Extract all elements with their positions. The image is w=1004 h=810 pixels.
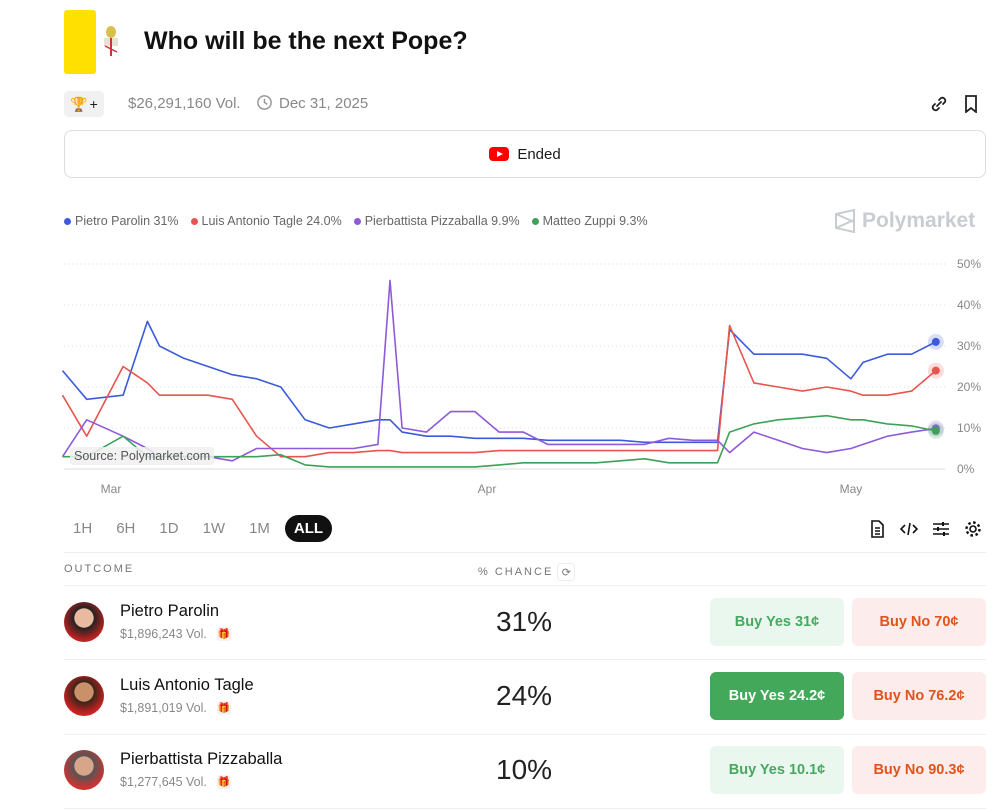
outcome-volume: $1,891,019 Vol. [120, 701, 207, 715]
gift-icon[interactable]: 🎁 [216, 627, 231, 641]
y-tick-label: 20% [957, 380, 981, 394]
outcome-name: Pierbattista Pizzaballa [120, 750, 283, 768]
series-line-pietro-parolin [61, 320, 937, 444]
range-1w[interactable]: 1W [202, 520, 226, 537]
legend-item: Luis Antonio Tagle 24.0% [190, 214, 342, 228]
divider [64, 585, 986, 586]
link-icon[interactable] [930, 95, 948, 113]
series-end-point [931, 366, 940, 375]
buy-yes-button[interactable]: Buy Yes 31¢ [710, 598, 844, 646]
legend-dot [353, 217, 361, 225]
end-date: Dec 31, 2025 [279, 95, 369, 112]
outcome-row[interactable]: Pierbattista Pizzaballa $1,277,645 Vol. 🎁… [64, 734, 986, 808]
y-tick-label: 30% [957, 339, 981, 353]
divider [64, 659, 986, 660]
gift-icon[interactable]: 🎁 [216, 701, 231, 715]
outcome-chance: 10% [496, 754, 553, 785]
brand-name: Polymarket [862, 209, 976, 232]
avatar [64, 602, 104, 642]
plus-icon: + [89, 96, 98, 112]
legend-label: Pierbattista Pizzaballa 9.9% [364, 214, 520, 228]
range-1m[interactable]: 1M [249, 520, 270, 537]
outcome-name: Pietro Parolin [120, 602, 220, 620]
gift-icon[interactable]: 🎁 [216, 775, 231, 789]
gear-icon[interactable] [964, 520, 982, 538]
chance-label: % CHANCE [478, 566, 554, 578]
buy-no-button[interactable]: Buy No 70¢ [852, 598, 986, 646]
legend-label: Matteo Zuppi 9.3% [542, 214, 648, 228]
buy-no-button[interactable]: Buy No 76.2¢ [852, 672, 986, 720]
range-1h[interactable]: 1H [73, 520, 93, 537]
divider [64, 808, 986, 809]
legend-dot [190, 217, 198, 225]
ended-banner[interactable]: Ended [64, 130, 986, 178]
market-title: Who will be the next Pope? [144, 27, 468, 55]
outcome-chance: 31% [496, 606, 553, 637]
legend-item: Pierbattista Pizzaballa 9.9% [353, 214, 520, 228]
bookmark-icon[interactable] [963, 95, 979, 113]
legend-dot [64, 217, 71, 225]
sliders-icon[interactable] [932, 520, 950, 538]
series-line-matteo-zuppi [62, 414, 936, 468]
range-1d[interactable]: 1D [159, 520, 179, 537]
document-icon[interactable] [868, 520, 886, 538]
series-end-point [931, 426, 940, 435]
trophy-button[interactable]: 🏆 + [64, 91, 104, 117]
legend-label: Luis Antonio Tagle 24.0% [201, 214, 342, 228]
range-all[interactable]: ALL [284, 515, 333, 542]
youtube-icon [489, 147, 510, 161]
outcome-row[interactable]: Pietro Parolin $1,896,243 Vol. 🎁 31% Buy … [64, 586, 986, 660]
refresh-icon[interactable]: ⟳ [557, 563, 576, 581]
y-tick-label: 0% [957, 462, 975, 476]
price-chart: 0% 10% 20% 30% 40% 50% Mar Apr May [61, 257, 981, 496]
avatar [64, 676, 104, 716]
outcome-name: Luis Antonio Tagle [120, 676, 254, 694]
polymarket-logo-icon [835, 209, 855, 233]
series-end-point [931, 337, 940, 346]
divider [64, 552, 986, 553]
legend-dot [531, 217, 539, 225]
market-volume: $26,291,160 Vol. [128, 95, 241, 112]
status-label: Ended [517, 145, 561, 163]
chart-legend: Pietro Parolin 31% Luis Antonio Tagle 24… [64, 214, 648, 228]
column-header-chance: % CHANCE ⟳ [478, 563, 576, 581]
trophy-icon: 🏆 [70, 95, 88, 112]
range-6h[interactable]: 6H [116, 520, 136, 537]
x-tick-label: Mar [101, 482, 122, 496]
divider [64, 734, 986, 735]
vatican-flag [64, 10, 96, 74]
legend-label: Pietro Parolin 31% [75, 214, 179, 228]
time-range-selector: 1H 6H 1D 1W 1M ALL [64, 515, 333, 542]
series-line-pierbattista-pizzaballa [61, 279, 936, 462]
papal-seal-icon [104, 26, 118, 56]
avatar [64, 750, 104, 790]
series-line-luis-antonio-tagle [61, 324, 937, 458]
buy-yes-button[interactable]: Buy Yes 24.2¢ [710, 672, 844, 720]
buy-yes-button[interactable]: Buy Yes 10.1¢ [710, 746, 844, 794]
buy-no-button[interactable]: Buy No 90.3¢ [852, 746, 986, 794]
embed-code-icon[interactable] [900, 520, 918, 538]
column-header-outcome: OUTCOME [64, 563, 135, 575]
outcome-row[interactable]: Luis Antonio Tagle $1,891,019 Vol. 🎁 24% … [64, 660, 986, 734]
outcome-volume: $1,896,243 Vol. [120, 627, 207, 641]
x-tick-label: Apr [478, 482, 497, 496]
outcome-volume: $1,277,645 Vol. [120, 775, 207, 789]
y-tick-label: 50% [957, 257, 981, 271]
chart-source: Source: Polymarket.com [70, 447, 215, 465]
chart-tools [868, 520, 982, 538]
x-tick-label: May [840, 482, 863, 496]
y-tick-label: 10% [957, 421, 981, 435]
polymarket-watermark: Polymarket [834, 209, 975, 233]
legend-item: Pietro Parolin 31% [64, 214, 179, 228]
y-tick-label: 40% [957, 298, 981, 312]
clock-icon [257, 95, 272, 110]
legend-item: Matteo Zuppi 9.3% [531, 214, 648, 228]
outcome-chance: 24% [496, 680, 553, 711]
